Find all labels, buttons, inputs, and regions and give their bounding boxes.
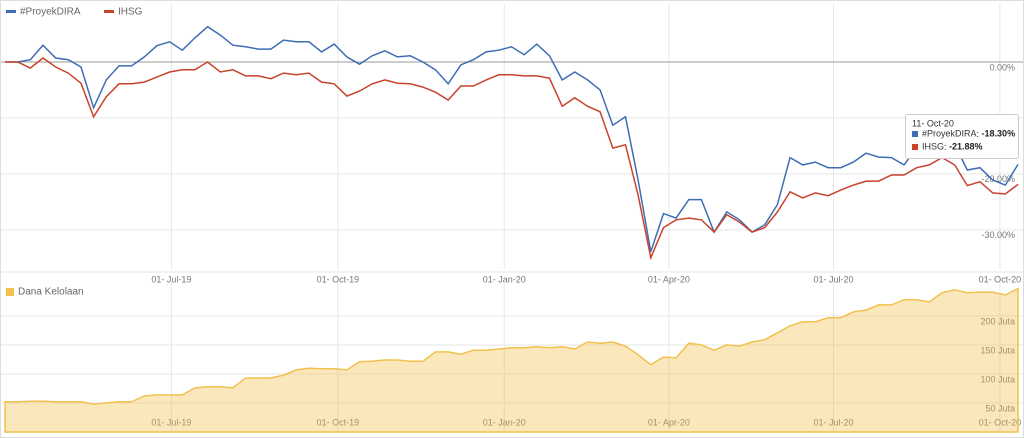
x-tick-label: 01- Jul-20 [813,274,853,284]
tooltip: 11- Oct-20 #ProyekDIRA: -18.30% IHSG: -2… [905,114,1019,159]
legend-swatch [6,10,16,13]
tooltip-swatch [912,131,918,137]
legend-swatch [6,288,14,296]
legend-swatch [104,10,114,13]
tooltip-value: -21.88% [949,142,983,152]
tooltip-title: 11- Oct-20 [912,118,954,128]
tooltip-swatch [912,144,918,150]
x-tick-label: 01- Jul-19 [151,417,191,427]
x-tick-label: 01- Oct-20 [979,417,1022,427]
tooltip-name: #ProyekDIRA [922,129,977,139]
y-tick-label: 50 Juta [985,403,1015,413]
panel [1,4,1023,269]
plots: 01- Jul-19 01- Oct-19 01- Jan-20 01- Apr-20… [1,4,1023,433]
x-tick-label: 01- Jan-20 [483,274,526,284]
legend-label: Dana Kelolaan [18,287,84,298]
legend-label: IHSG [118,7,143,18]
x-tick-label: 01- Jul-20 [813,417,853,427]
tooltip-series: #ProyekDIRA: -18.30% [922,129,1015,139]
series-area [4,287,1019,433]
panel [1,282,1023,432]
y-tick-label: 100 Juta [980,374,1015,384]
y-tick-label: -30.00% [981,230,1015,240]
tooltip-name: IHSG [922,142,944,152]
x-tick-label: 01- Oct-20 [979,274,1022,284]
y-tick-label: 150 Juta [980,345,1015,355]
tooltip-box [905,114,1019,159]
x-tick-label: 01- Oct-19 [317,274,360,284]
series-line [5,25,1019,252]
x-tick-label: 01- Jan-20 [483,417,526,427]
tooltip-series: IHSG: -21.88% [922,142,983,152]
x-tick-label: 01- Oct-19 [317,417,360,427]
series-line [5,57,1019,261]
y-tick-label: 200 Juta [980,316,1015,326]
y-tick-label: 0.00% [989,62,1015,72]
x-tick-label: 01- Apr-20 [648,417,690,427]
x-tick-label: 01- Jul-19 [151,274,191,284]
x-tick-label: 01- Apr-20 [648,274,690,284]
y-tick-label: -20.00% [981,174,1015,184]
tooltip-value: -18.30% [982,129,1016,139]
legend: #ProyekDIRA IHSG Dana Kelolaan [6,7,143,298]
legend-label: #ProyekDIRA [20,7,81,18]
